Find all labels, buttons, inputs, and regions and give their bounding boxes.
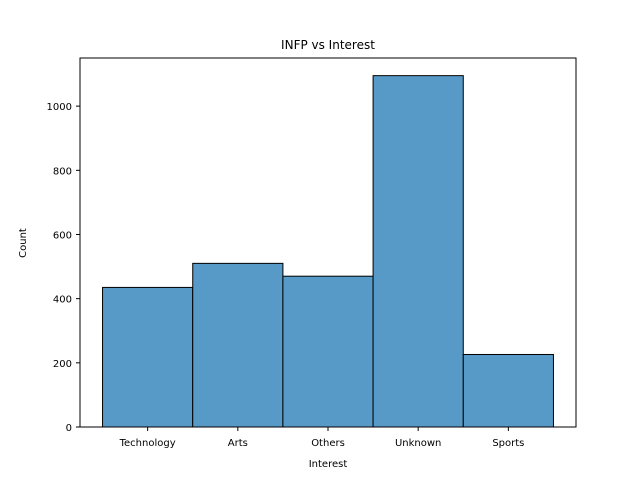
bar-arts	[192, 262, 284, 428]
plot-frame	[79, 57, 577, 428]
x-tick-label: Unknown	[395, 438, 441, 449]
x-tick-label: Arts	[228, 438, 248, 449]
y-tick-label: 200	[53, 359, 72, 370]
x-tick-label: Technology	[119, 438, 176, 449]
bar-others	[282, 275, 374, 428]
bar-technology	[102, 286, 194, 428]
x-tick-label: Sports	[492, 438, 524, 449]
x-axis-ticks: Technology Arts Others Unknown Sports	[119, 427, 524, 449]
bars-layer	[102, 75, 554, 428]
bar-sports	[462, 353, 554, 428]
y-tick-label: 600	[53, 230, 72, 241]
y-tick-label: 400	[53, 295, 72, 306]
chart-title: INFP vs Interest	[281, 38, 375, 52]
y-tick-label: 1000	[47, 102, 72, 113]
bar-unknown	[372, 75, 464, 428]
y-axis-label: Count	[18, 228, 29, 258]
y-tick-label: 0	[66, 423, 72, 434]
y-tick-label: 800	[53, 166, 72, 177]
x-axis-label: Interest	[309, 459, 348, 470]
y-axis-ticks: 0 200 400 600 800 1000	[47, 102, 80, 434]
x-tick-label: Others	[311, 438, 345, 449]
